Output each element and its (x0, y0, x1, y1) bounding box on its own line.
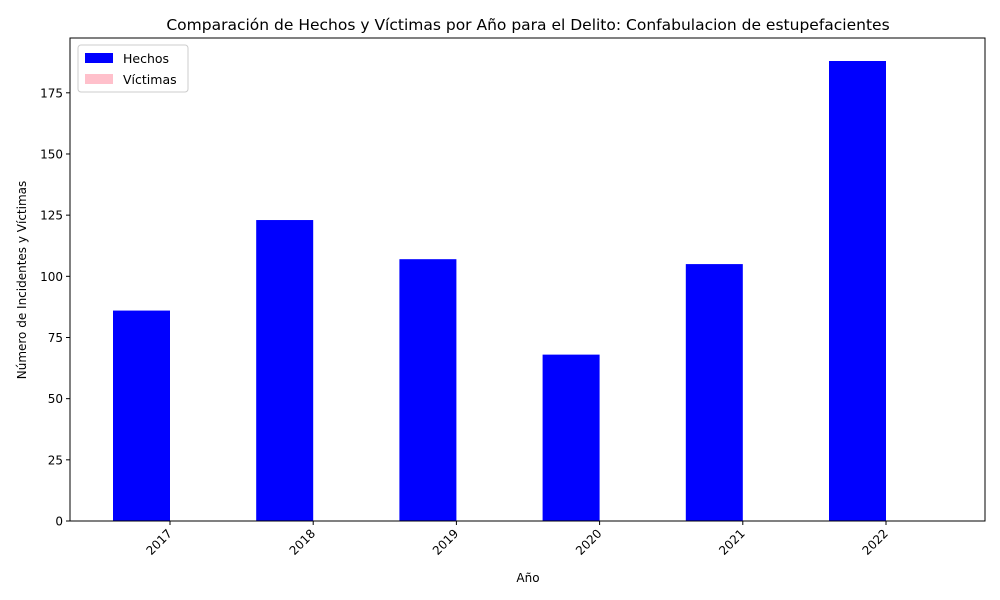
x-tick-label-2020: 2020 (573, 526, 604, 557)
y-axis-title: Número de Incidentes y Víctimas (15, 181, 29, 380)
bar-hechos-2021 (685, 264, 743, 521)
y-tick-label-125: 125 (40, 209, 63, 223)
legend-swatch-vctimas (85, 74, 113, 84)
bar-hechos-2019 (399, 259, 457, 521)
x-tick-label-2022: 2022 (859, 526, 890, 557)
bar-hechos-2020 (542, 354, 600, 521)
y-tick-label-175: 175 (40, 86, 63, 100)
plot-frame (69, 37, 986, 522)
legend-label-hechos: Hechos (123, 51, 169, 66)
bar-hechos-2022 (829, 61, 886, 521)
x-tick-label-2021: 2021 (716, 526, 747, 557)
bar-hechos-2018 (256, 220, 314, 522)
x-tick-label-2019: 2019 (430, 526, 461, 557)
y-tick-label-100: 100 (40, 270, 63, 284)
chart-title: Comparación de Hechos y Víctimas por Año… (166, 16, 889, 34)
x-tick-label-2017: 2017 (143, 526, 174, 557)
y-tick-label-25: 25 (48, 453, 63, 467)
x-axis-title: Año (516, 571, 539, 585)
legend-label-vctimas: Víctimas (123, 72, 177, 87)
plot-area: 0 25 50 75 100 125 150 175 2017 2018 2019 2020 2021 2… (40, 37, 986, 558)
legend-swatch-hechos (85, 53, 113, 63)
x-tick-label-2018: 2018 (287, 526, 318, 557)
bar-hechos-2017 (113, 310, 170, 521)
legend: Hechos Víctimas (77, 44, 189, 93)
y-tick-label-75: 75 (48, 331, 63, 345)
y-tick-label-0: 0 (55, 515, 63, 529)
y-tick-label-150: 150 (40, 147, 63, 161)
y-tick-label-50: 50 (48, 392, 63, 406)
